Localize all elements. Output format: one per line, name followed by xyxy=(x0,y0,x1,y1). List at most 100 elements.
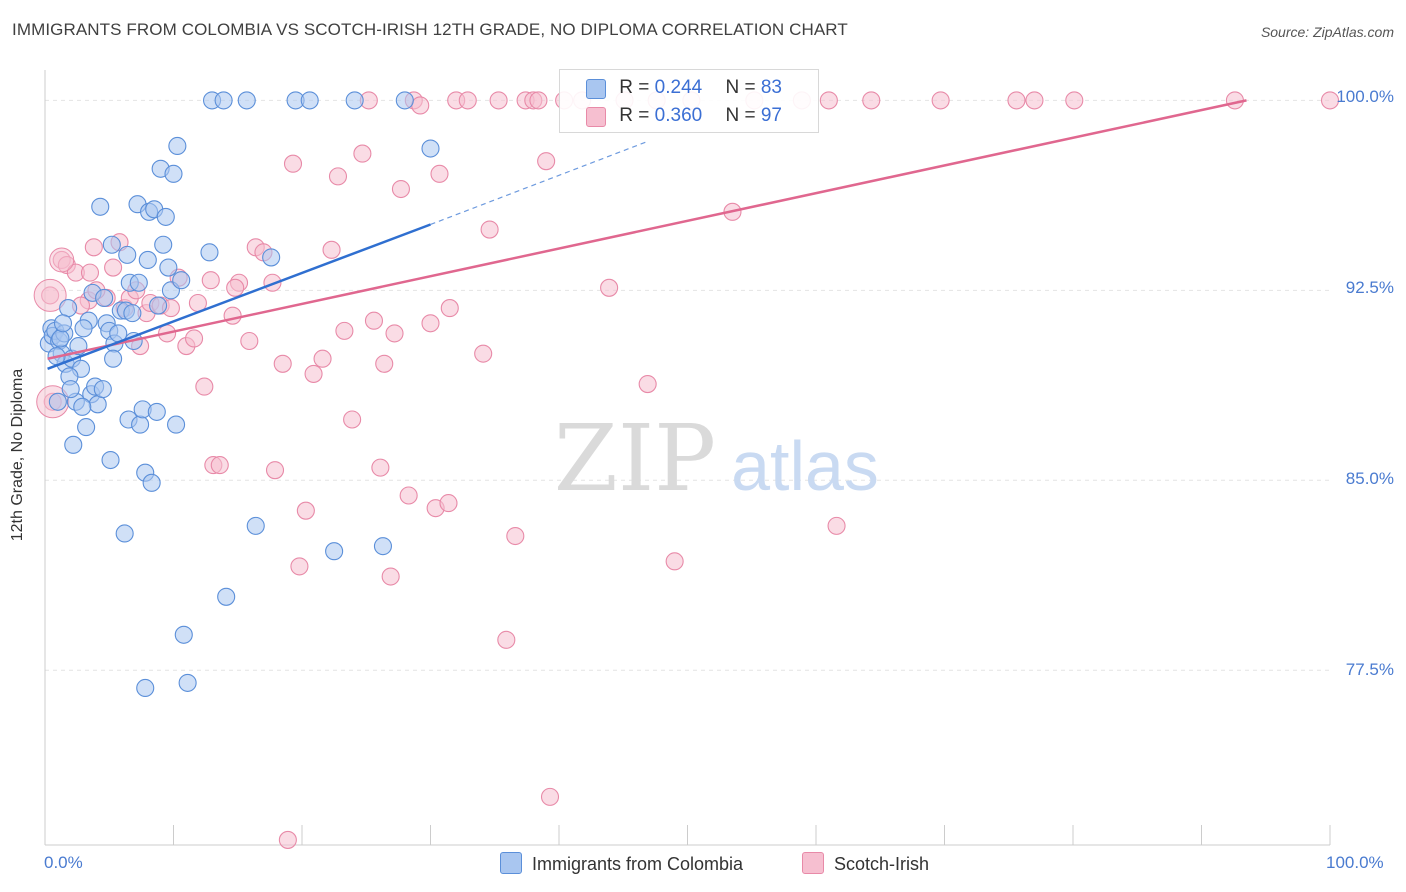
colombia-point xyxy=(200,243,219,262)
bottom-legend-swatch-blue xyxy=(500,852,522,874)
scotch-irish-point xyxy=(440,299,459,318)
colombia-point xyxy=(123,304,142,323)
colombia-point xyxy=(159,258,178,277)
scotch-irish-point xyxy=(84,238,103,257)
scotch-irish-point xyxy=(381,567,400,586)
colombia-point xyxy=(395,91,414,110)
colombia-point xyxy=(102,235,121,254)
scotch-irish-point xyxy=(265,461,285,480)
bottom-legend-scotch-irish: Scotch-Irish xyxy=(802,852,929,875)
y-tick-label: 92.5% xyxy=(1345,278,1394,297)
scotch-irish-point xyxy=(1065,91,1084,110)
scotch-irish-point xyxy=(223,306,242,325)
watermark-atlas: atlas xyxy=(731,427,879,505)
colombia-point xyxy=(154,235,173,254)
colombia-point xyxy=(172,271,191,290)
trend-lines xyxy=(47,99,1247,371)
scotch-irish-point xyxy=(1007,91,1026,110)
legend-r-label: R = xyxy=(619,77,655,98)
colombia-point xyxy=(61,380,80,399)
y-tick-label: 77.5% xyxy=(1345,660,1394,679)
colombia-point xyxy=(345,91,364,110)
colombia-point xyxy=(142,473,161,492)
colombia-point xyxy=(138,250,157,270)
legend-n-label: N = xyxy=(725,105,761,126)
x-tick-label-max: 100.0% xyxy=(1326,853,1384,872)
scotch-irish-point xyxy=(195,377,214,396)
colombia-point xyxy=(93,380,112,399)
scotch-irish-point xyxy=(210,456,229,475)
scotch-irish-point xyxy=(819,91,838,110)
legend-swatch-pink xyxy=(586,107,606,127)
scotch-irish-point xyxy=(474,344,493,363)
legend-r-value: 0.360 xyxy=(654,105,703,126)
axes xyxy=(44,70,1331,846)
scotch-irish-point xyxy=(353,144,372,163)
colombia-point xyxy=(147,402,166,421)
scotch-irish-point xyxy=(328,167,348,186)
colombia-point xyxy=(262,248,281,267)
scotch-irish-point xyxy=(480,220,499,239)
scotch-irish-point xyxy=(1320,91,1340,110)
colombia-point xyxy=(88,395,107,414)
scotch-irish-point xyxy=(273,354,292,373)
watermark-zip: ZIP xyxy=(554,405,716,512)
scotch-irish-point xyxy=(371,458,390,477)
chart-title: IMMIGRANTS FROM COLOMBIA VS SCOTCH-IRISH… xyxy=(12,20,848,39)
scotch-irish-point xyxy=(104,258,123,277)
colombia-point xyxy=(237,91,256,110)
scotch-irish-point xyxy=(364,311,384,330)
scotch-irish-point xyxy=(391,179,410,199)
colombia-point xyxy=(77,418,96,437)
scotch-irish-point xyxy=(529,91,548,110)
colombia-trend-extension xyxy=(430,140,650,226)
colombia-point xyxy=(131,415,150,434)
scotch-irish-point xyxy=(283,154,303,173)
colombia-point xyxy=(95,288,114,307)
colombia-point xyxy=(174,625,193,644)
bottom-legend-swatch-pink xyxy=(802,852,824,874)
scotch-irish-point xyxy=(278,830,297,849)
legend-n-label: N = xyxy=(725,77,761,98)
colombia-point xyxy=(101,450,120,470)
scotch-irish-point xyxy=(931,91,950,110)
colombia-point xyxy=(156,207,175,226)
scotch-irish-point xyxy=(185,329,204,348)
scotch-irish-point xyxy=(399,486,418,505)
scotch-irish-point xyxy=(322,240,341,259)
scotch-irish-point xyxy=(540,787,560,806)
colombia-point xyxy=(167,415,186,434)
scotch-irish-point xyxy=(458,91,477,110)
scotch-irish-point xyxy=(827,516,846,535)
colombia-point xyxy=(136,678,155,698)
scotch-irish-point xyxy=(489,91,508,110)
scotch-irish-point xyxy=(600,278,619,297)
colombia-point xyxy=(73,397,92,416)
y-tick-label: 85.0% xyxy=(1345,469,1394,488)
bottom-legend-label: Immigrants from Colombia xyxy=(532,854,744,874)
scotch-irish-point xyxy=(411,96,430,115)
colombia-point xyxy=(59,299,78,318)
legend-n-value: 83 xyxy=(760,77,782,98)
colombia-trend-line xyxy=(47,223,431,371)
colombia-point xyxy=(51,329,70,348)
stats-legend: R = 0.244 N = 83 R = 0.360 N = 97 xyxy=(559,69,819,133)
scotch-irish-point xyxy=(335,321,354,340)
colombia-point xyxy=(64,435,83,454)
y-axis-label: 12th Grade, No Diploma xyxy=(9,368,26,542)
legend-n-value: 97 xyxy=(760,105,782,126)
legend-row-colombia: R = 0.244 N = 83 xyxy=(586,76,782,99)
scotch-irish-point xyxy=(506,526,525,546)
scotch-irish-point xyxy=(304,364,323,383)
scotch-irish-point xyxy=(313,349,332,368)
colombia-point xyxy=(129,273,148,292)
scotch-irish-point xyxy=(49,247,75,273)
colombia-point xyxy=(373,537,393,556)
scotch-irish-point xyxy=(439,494,458,513)
colombia-point xyxy=(91,197,110,216)
scotch-irish-point xyxy=(1025,91,1044,110)
grid-lines xyxy=(45,99,1330,671)
source-label: Source: ZipAtlas.com xyxy=(1260,24,1394,40)
watermark: ZIP atlas xyxy=(554,405,879,512)
